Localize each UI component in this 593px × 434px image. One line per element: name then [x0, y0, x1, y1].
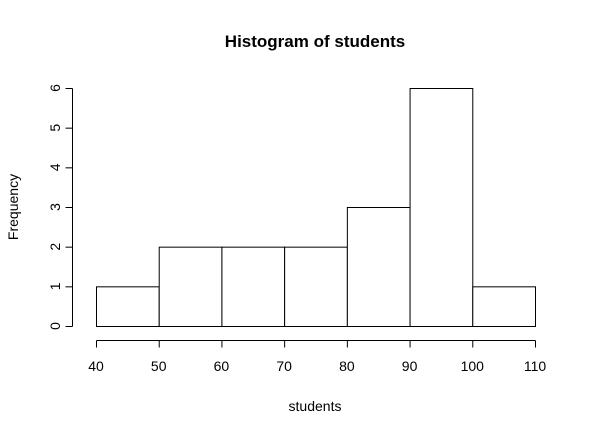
histogram-bar-60-70: [221, 246, 286, 328]
x-tick-label-50: 50: [151, 358, 167, 374]
x-axis: 40 50 60 70 80 90 100 110: [88, 340, 547, 374]
y-tick-label-6: 6: [47, 84, 63, 92]
y-tick-label-4: 4: [47, 163, 63, 171]
histogram-bar-70-80: [284, 246, 348, 328]
histogram-bar-40-50: [96, 286, 160, 328]
x-tick-label-70: 70: [276, 358, 292, 374]
x-tick-label-110: 110: [524, 358, 547, 374]
histogram-bar-90-100: [409, 88, 474, 327]
y-tick-label-3: 3: [47, 203, 63, 211]
x-tick-label-60: 60: [214, 358, 230, 374]
bars-layer: [96, 88, 536, 328]
histogram-bar-80-90: [346, 207, 411, 327]
y-tick-label-0: 0: [47, 322, 63, 330]
histogram-bar-100-110: [472, 286, 536, 328]
x-tick-label-90: 90: [402, 358, 418, 374]
y-axis: 0 1 2 3 4 5 6: [47, 84, 73, 330]
y-tick-label-2: 2: [47, 243, 63, 251]
histogram-bar-50-60: [158, 246, 223, 328]
x-tick-label-80: 80: [339, 358, 355, 374]
x-tick-label-100: 100: [461, 358, 485, 374]
y-tick-label-1: 1: [47, 282, 63, 290]
y-tick-label-5: 5: [47, 124, 63, 132]
x-tick-label-40: 40: [88, 358, 104, 374]
y-axis-label: Frequency: [5, 174, 21, 240]
chart-title: Histogram of students: [225, 32, 405, 51]
x-axis-label: students: [289, 398, 342, 414]
